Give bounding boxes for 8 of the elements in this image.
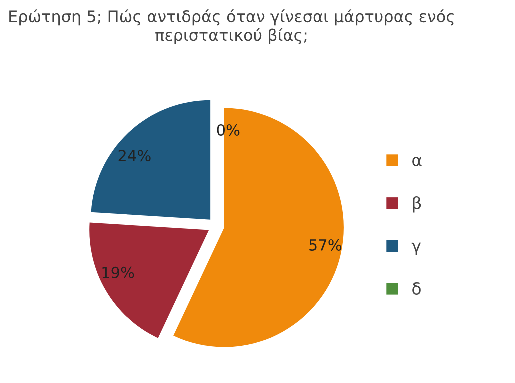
legend-label: δ bbox=[412, 282, 421, 296]
legend-label: α bbox=[412, 157, 422, 167]
data-label: 24% bbox=[118, 150, 151, 162]
chart-title: Ερώτηση 5; Πώς αντιδράς όταν γίνεσαι μάρτυρας ενός περιστατικού βίας; bbox=[10, 10, 454, 44]
legend-label: γ bbox=[412, 242, 422, 256]
legend-label: β bbox=[413, 196, 422, 213]
data-label: 19% bbox=[102, 266, 134, 278]
data-label: 57% bbox=[310, 239, 342, 251]
